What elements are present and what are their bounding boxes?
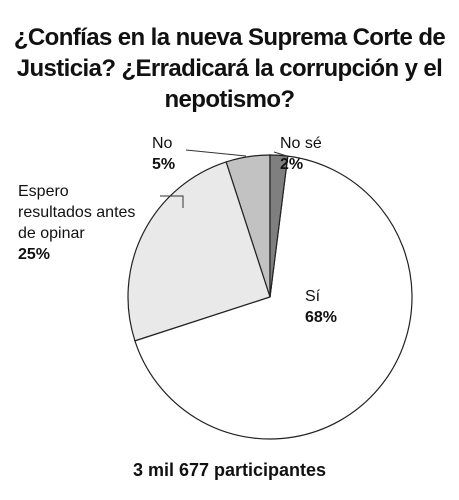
value-label: 5% <box>152 156 176 173</box>
slice-label: No 5% <box>152 133 175 175</box>
value-label: 68% <box>305 309 338 326</box>
category-label: Sí <box>305 288 321 305</box>
pie-slice <box>269 154 289 298</box>
category-label: No <box>152 135 173 152</box>
pie-slice <box>134 155 413 440</box>
category-label: No sé <box>280 135 322 152</box>
leader-line <box>273 151 288 157</box>
slice-label: No sé 2% <box>280 133 322 175</box>
value-label: 2% <box>280 156 304 173</box>
pie-slice <box>127 161 271 342</box>
slice-label: Sí 68% <box>305 286 337 328</box>
slice-label: Espero resultados antes de opinar 25% <box>18 181 138 265</box>
footer-note: 3 mil 677 participantes <box>132 460 327 480</box>
chart-title: ¿Confías en la nueva Suprema Corte de Ju… <box>13 24 446 113</box>
leader-line <box>185 149 247 157</box>
category-label: Espero resultados antes de opinar <box>18 183 136 242</box>
leader-line <box>160 195 184 208</box>
value-label: 25% <box>18 246 51 263</box>
